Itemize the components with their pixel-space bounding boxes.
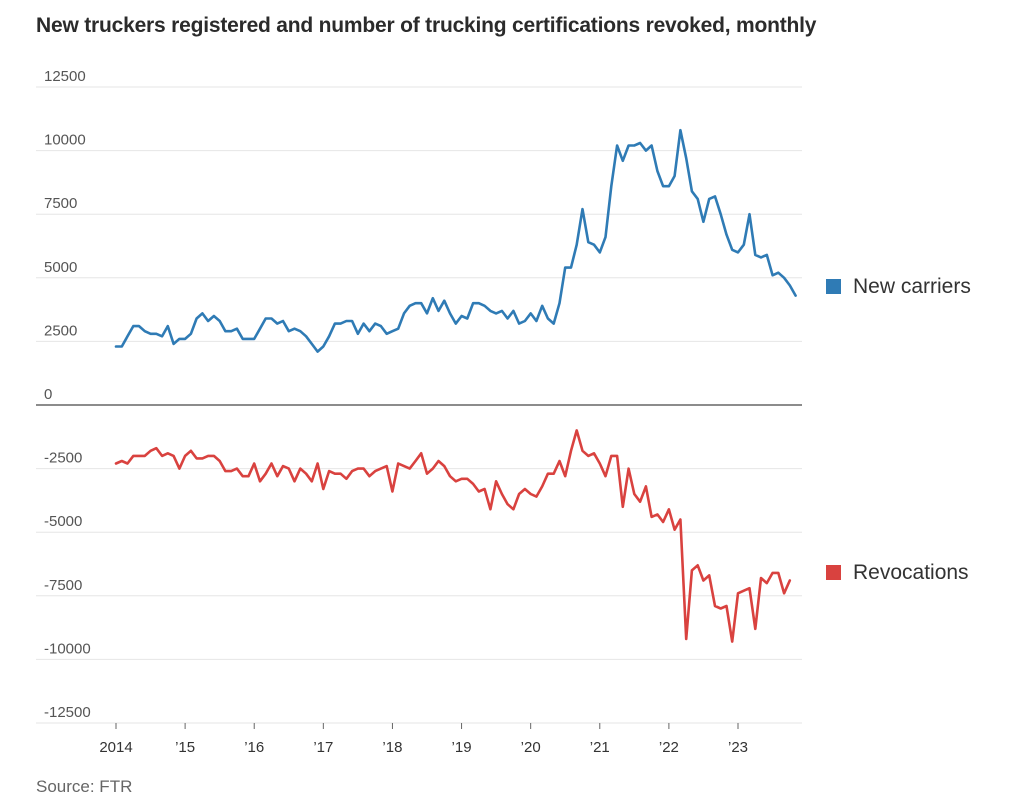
- y-tick-label: 12500: [44, 68, 86, 85]
- chart-title: New truckers registered and number of tr…: [36, 14, 817, 37]
- x-tick-label: ’17: [313, 739, 333, 756]
- source-note: Source: FTR: [36, 777, 133, 796]
- legend: New carriers Revocations: [826, 275, 971, 584]
- y-tick-label: -10000: [44, 640, 91, 657]
- x-tick-label: ’20: [521, 739, 541, 756]
- legend-swatch-new-carriers: [826, 279, 841, 294]
- y-tick-label: 5000: [44, 259, 77, 276]
- x-tick-label: ’22: [659, 739, 679, 756]
- series-line-new-carriers: [114, 128, 797, 353]
- legend-label-revocations: Revocations: [853, 561, 969, 584]
- series-line-revocations: [114, 429, 792, 643]
- x-tick-label: ’16: [244, 739, 264, 756]
- x-tick-label: ’15: [175, 739, 195, 756]
- y-tick-label: -12500: [44, 704, 91, 721]
- x-axis-ticks: 2014 ’15 ’16 ’17 ’18 ’19 ’20 ’21 ’22 ’23: [99, 723, 748, 756]
- y-tick-label: 0: [44, 386, 52, 403]
- x-tick-label: ’18: [382, 739, 402, 756]
- gridlines: [36, 86, 802, 724]
- series-lines: [114, 128, 797, 643]
- y-tick-label: -5000: [44, 513, 82, 530]
- x-tick-label: ’23: [728, 739, 748, 756]
- y-axis-ticks: 12500 10000 7500 5000 2500 0 -2500 -5000 -7500 -1…: [44, 68, 91, 721]
- legend-swatch-revocations: [826, 565, 841, 580]
- x-tick-label: ’21: [590, 739, 610, 756]
- y-tick-label: -2500: [44, 450, 82, 467]
- x-tick-label: ’19: [452, 739, 472, 756]
- x-tick-label: 2014: [99, 739, 132, 756]
- y-tick-label: 2500: [44, 322, 77, 339]
- y-tick-label: 10000: [44, 132, 86, 149]
- legend-label-new-carriers: New carriers: [853, 275, 971, 298]
- y-tick-label: -7500: [44, 577, 82, 594]
- y-tick-label: 7500: [44, 195, 77, 212]
